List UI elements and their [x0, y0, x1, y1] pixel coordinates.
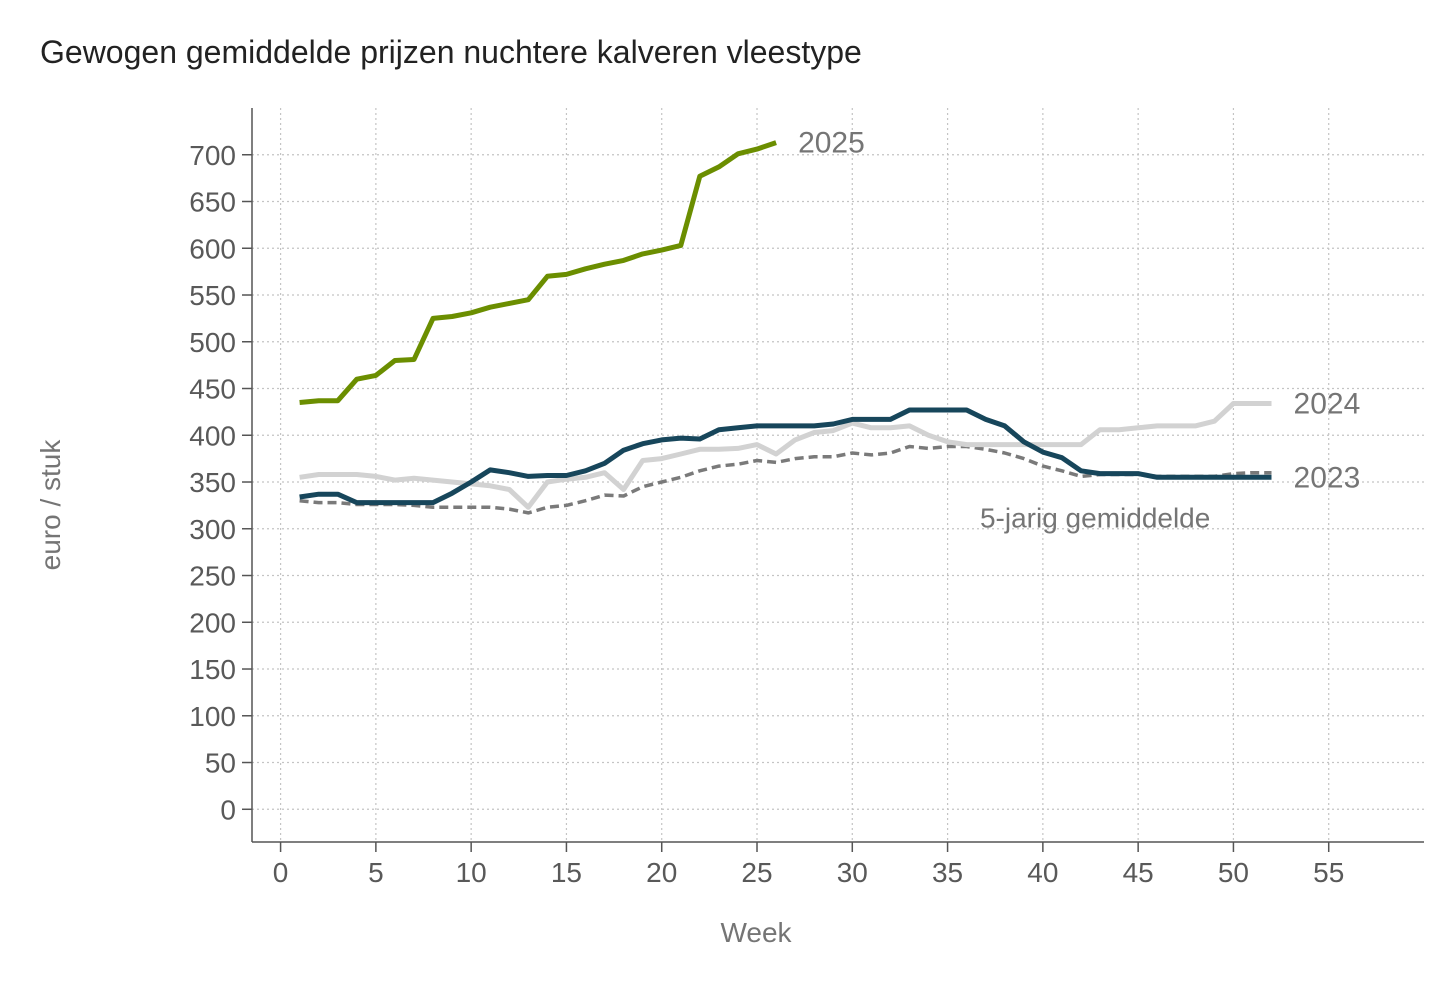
series-labels: 2024 2023 2025 5-jarig gemiddelde — [798, 127, 1360, 534]
series-label-5-jarig-gemiddelde: 5-jarig gemiddelde — [980, 503, 1210, 534]
x-tick-label: 15 — [551, 857, 582, 888]
x-tick-label: 55 — [1313, 857, 1344, 888]
y-tick-label: 250 — [189, 561, 236, 592]
x-tick-label: 50 — [1218, 857, 1249, 888]
y-tick-label: 650 — [189, 187, 236, 218]
x-tick-label: 30 — [837, 857, 868, 888]
series-line-2025 — [299, 140, 777, 405]
series-line-2023 — [299, 407, 1272, 506]
x-tick-label: 40 — [1027, 857, 1058, 888]
series-line-2024 — [299, 401, 1272, 510]
y-tick-label: 150 — [189, 654, 236, 685]
y-tick-label: 400 — [189, 420, 236, 451]
y-tick-label: 700 — [189, 140, 236, 171]
series-label-2023: 2023 — [1294, 461, 1361, 494]
series-line-5-jarig-gemiddelde — [299, 444, 1272, 515]
y-tick-label: 450 — [189, 374, 236, 405]
x-tick-label: 35 — [932, 857, 963, 888]
y-tick-label: 600 — [189, 233, 236, 264]
x-tick-label: 10 — [456, 857, 487, 888]
axes: 0501001502002503003504004505005506006507… — [35, 108, 1424, 948]
y-tick-label: 0 — [220, 794, 236, 825]
chart-title: Gewogen gemiddelde prijzen nuchtere kalv… — [40, 34, 862, 70]
x-tick-label: 0 — [273, 857, 289, 888]
y-tick-label: 500 — [189, 327, 236, 358]
y-tick-label: 100 — [189, 701, 236, 732]
y-tick-label: 200 — [189, 607, 236, 638]
x-tick-label: 25 — [741, 857, 772, 888]
y-tick-label: 300 — [189, 514, 236, 545]
x-tick-label: 5 — [368, 857, 384, 888]
x-axis-title: Week — [720, 917, 792, 948]
y-tick-label: 50 — [205, 748, 236, 779]
x-tick-label: 45 — [1123, 857, 1154, 888]
series-lines — [299, 140, 1272, 515]
series-label-2025: 2025 — [798, 127, 865, 160]
x-tick-label: 20 — [646, 857, 677, 888]
y-axis-title: euro / stuk — [35, 439, 66, 571]
series-label-2024: 2024 — [1294, 387, 1361, 420]
y-tick-label: 350 — [189, 467, 236, 498]
y-tick-label: 550 — [189, 280, 236, 311]
